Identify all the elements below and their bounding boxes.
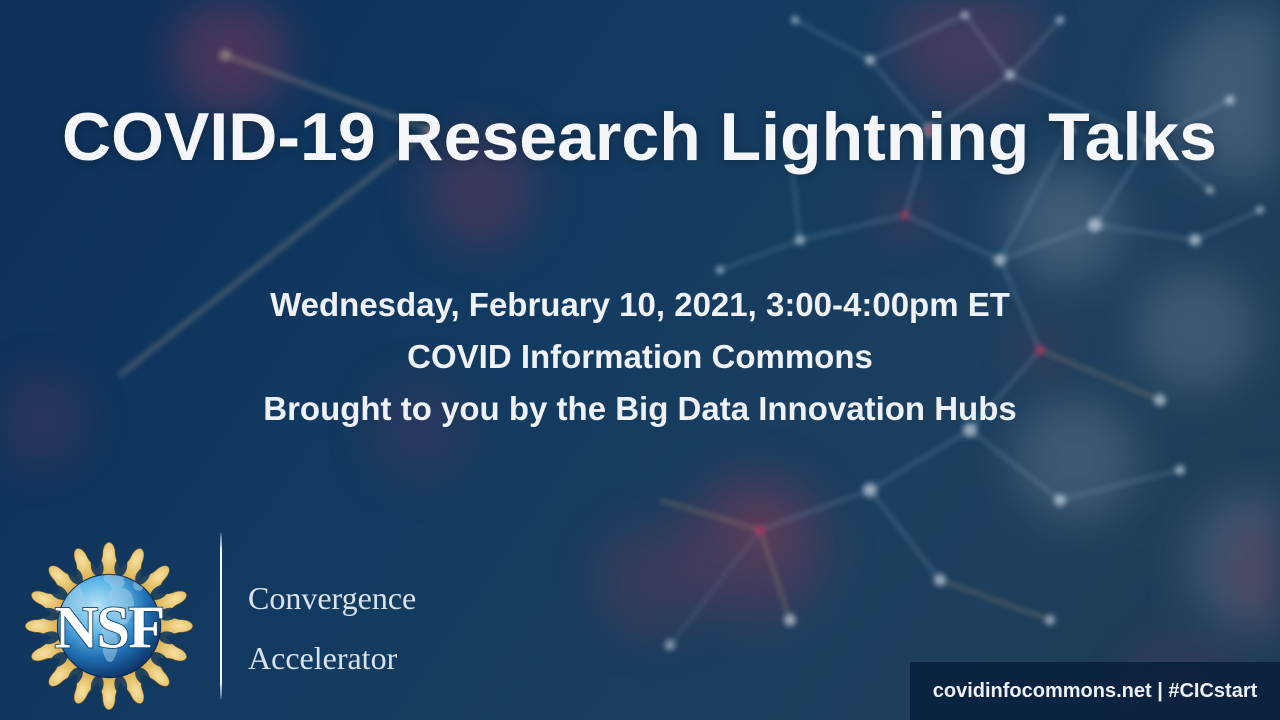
svg-text:NSF: NSF: [55, 594, 164, 661]
